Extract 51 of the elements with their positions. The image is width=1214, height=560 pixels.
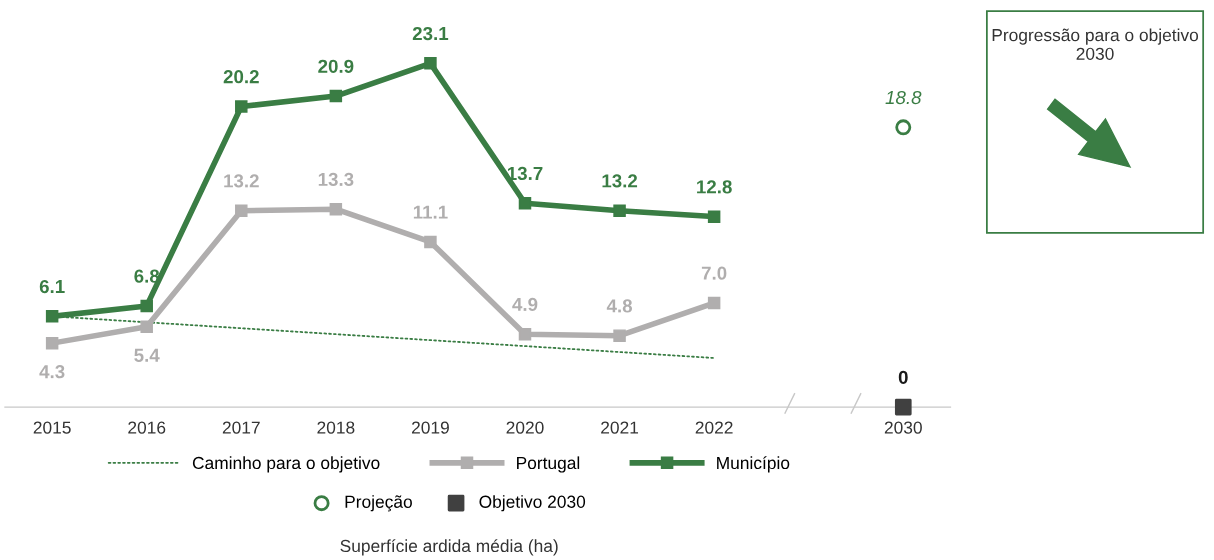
point xyxy=(895,119,912,136)
x-tick-label: 2030 xyxy=(884,421,922,434)
point xyxy=(140,299,153,313)
data-label: 20.9 xyxy=(318,59,354,73)
point xyxy=(235,204,248,217)
legend-label: Caminho para o objetivo xyxy=(192,456,380,473)
data-label: 4.8 xyxy=(606,299,633,313)
x-tick-label: 2020 xyxy=(506,421,544,434)
point xyxy=(424,57,437,70)
point xyxy=(424,235,437,249)
point xyxy=(707,210,721,223)
point xyxy=(518,196,532,210)
x-tick-label: 2021 xyxy=(601,421,639,434)
x-tick-label: 2022 xyxy=(695,421,733,434)
data-label: 4.9 xyxy=(512,297,538,312)
legend-label: Portugal xyxy=(517,456,580,473)
point xyxy=(707,296,721,310)
data-label: 4.3 xyxy=(39,365,65,379)
x-tick-label: 2017 xyxy=(222,421,260,434)
point xyxy=(613,329,626,342)
data-label: 23.1 xyxy=(412,26,449,41)
point xyxy=(613,204,626,217)
data-label: 13.2 xyxy=(224,174,259,188)
x-tick-label: 2016 xyxy=(128,421,166,434)
point xyxy=(140,320,153,334)
text: Superfície ardida média (ha) xyxy=(340,539,558,556)
x-tick-label: 2018 xyxy=(317,421,355,434)
data-label: 20.2 xyxy=(223,70,259,84)
point xyxy=(518,327,532,341)
data-label: 18.8 xyxy=(885,90,922,105)
data-label: 5.4 xyxy=(134,348,160,362)
point xyxy=(894,398,912,416)
data-label: 6.1 xyxy=(39,279,65,294)
point xyxy=(45,336,59,350)
data-label: 13.2 xyxy=(602,174,638,188)
point xyxy=(45,310,59,323)
data-label: 7.0 xyxy=(701,266,727,280)
text: Progressão para o objetivo 2030 xyxy=(992,28,1199,60)
point xyxy=(329,89,343,103)
data-label: 0 xyxy=(898,370,908,384)
point xyxy=(329,202,343,216)
point xyxy=(235,100,248,113)
x-tick-label: 2019 xyxy=(411,421,449,434)
legend-label: Projeção xyxy=(345,495,412,512)
data-label: 12.8 xyxy=(697,180,732,194)
legend-label: Objetivo 2030 xyxy=(479,495,586,512)
data-label: 13.3 xyxy=(318,172,354,187)
data-label: 11.1 xyxy=(413,205,448,219)
x-tick-label: 2015 xyxy=(33,421,71,434)
data-label: 13.7 xyxy=(507,166,543,181)
legend-label: Município xyxy=(717,456,790,473)
